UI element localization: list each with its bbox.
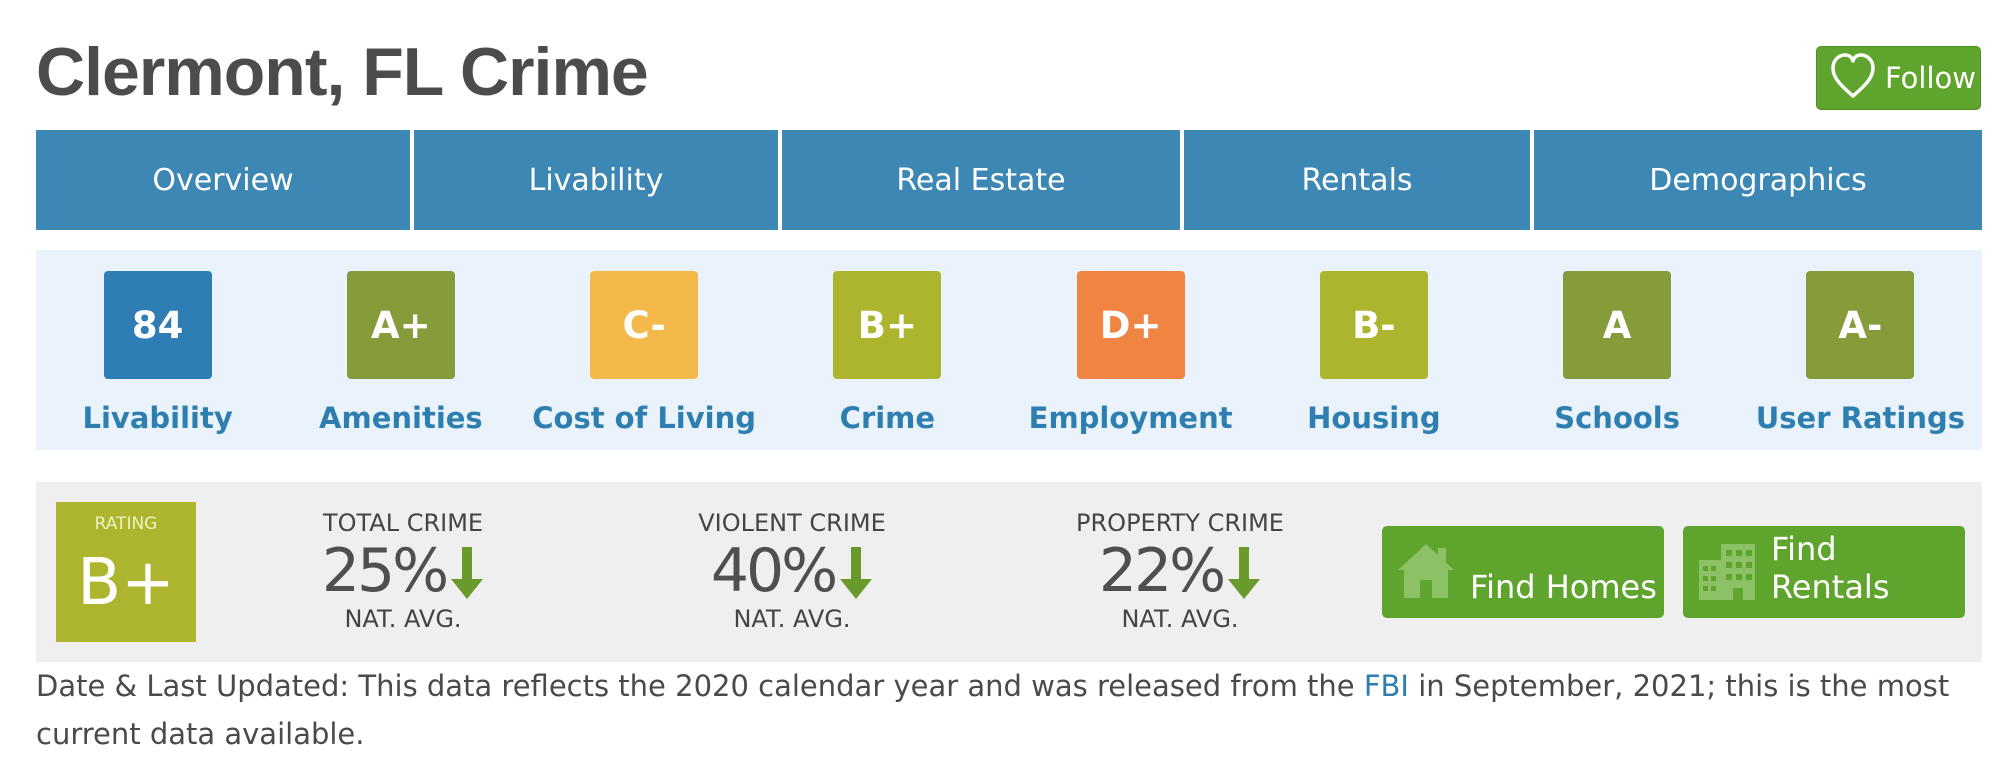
stat-subtitle: NAT. AVG. xyxy=(672,604,912,634)
stat-subtitle: NAT. AVG. xyxy=(283,604,523,634)
grade-label: User Ratings xyxy=(1756,401,1965,435)
section-tabs: Overview Livability Real Estate Rentals … xyxy=(36,130,1982,230)
find-homes-label: Find Homes xyxy=(1470,568,1657,606)
grades-strip: 84 Livability A+ Amenities C- Cost of Li… xyxy=(36,250,1982,450)
stat-title: VIOLENT CRIME xyxy=(672,508,912,538)
apartment-building-icon xyxy=(1697,540,1757,602)
stat-value: 22% xyxy=(1099,538,1223,604)
rating-caption: RATING xyxy=(56,514,196,534)
down-arrow-icon xyxy=(839,547,873,599)
grade-label: Amenities xyxy=(319,401,483,435)
find-homes-button[interactable]: Find Homes xyxy=(1382,526,1664,618)
grade-label: Livability xyxy=(83,401,233,435)
grade-badge: B- xyxy=(1320,271,1428,379)
note-text-before: Date & Last Updated: This data reflects … xyxy=(36,669,1364,703)
grade-badge: A xyxy=(1563,271,1671,379)
tab-real-estate[interactable]: Real Estate xyxy=(782,130,1180,230)
grade-badge: C- xyxy=(590,271,698,379)
grade-label: Crime xyxy=(840,401,935,435)
stat-subtitle: NAT. AVG. xyxy=(1060,604,1300,634)
property-crime-stat: PROPERTY CRIME 22% NAT. AVG. xyxy=(1060,508,1300,634)
grade-label: Employment xyxy=(1029,401,1233,435)
follow-button[interactable]: Follow xyxy=(1816,46,1981,110)
house-icon xyxy=(1396,540,1456,602)
grade-badge: D+ xyxy=(1077,271,1185,379)
grade-badge: A- xyxy=(1806,271,1914,379)
total-crime-stat: TOTAL CRIME 25% NAT. AVG. xyxy=(283,508,523,634)
down-arrow-icon xyxy=(1227,547,1261,599)
rating-value: B+ xyxy=(56,538,196,628)
grade-item-cost-of-living[interactable]: C- Cost of Living xyxy=(523,250,766,450)
stat-value: 40% xyxy=(711,538,835,604)
violent-crime-stat: VIOLENT CRIME 40% NAT. AVG. xyxy=(672,508,912,634)
grade-badge: B+ xyxy=(833,271,941,379)
page-title: Clermont, FL Crime xyxy=(36,30,648,114)
grade-label: Schools xyxy=(1554,401,1680,435)
crime-summary-panel: RATING B+ TOTAL CRIME 25% NAT. AVG. VIOL… xyxy=(36,482,1982,662)
grade-item-amenities[interactable]: A+ Amenities xyxy=(279,250,522,450)
follow-label: Follow xyxy=(1885,61,1976,95)
grade-item-housing[interactable]: B- Housing xyxy=(1252,250,1495,450)
tab-livability[interactable]: Livability xyxy=(414,130,778,230)
grade-item-employment[interactable]: D+ Employment xyxy=(1009,250,1252,450)
grade-badge: 84 xyxy=(104,271,212,379)
grade-item-user-ratings[interactable]: A- User Ratings xyxy=(1739,250,1982,450)
heart-icon xyxy=(1829,50,1877,106)
find-rentals-button[interactable]: Find Rentals xyxy=(1683,526,1965,618)
grade-label: Cost of Living xyxy=(532,401,756,435)
fbi-link[interactable]: FBI xyxy=(1364,669,1409,703)
find-rentals-label: Find Rentals xyxy=(1771,530,1965,606)
stat-title: TOTAL CRIME xyxy=(283,508,523,538)
tab-demographics[interactable]: Demographics xyxy=(1534,130,1982,230)
stat-title: PROPERTY CRIME xyxy=(1060,508,1300,538)
down-arrow-icon xyxy=(450,547,484,599)
tab-overview[interactable]: Overview xyxy=(36,130,410,230)
grade-item-livability[interactable]: 84 Livability xyxy=(36,250,279,450)
crime-rating-badge: RATING B+ xyxy=(56,502,196,642)
grade-label: Housing xyxy=(1307,401,1440,435)
grade-item-crime[interactable]: B+ Crime xyxy=(766,250,1009,450)
grade-item-schools[interactable]: A Schools xyxy=(1496,250,1739,450)
tab-rentals[interactable]: Rentals xyxy=(1184,130,1530,230)
grade-badge: A+ xyxy=(347,271,455,379)
stat-value: 25% xyxy=(322,538,446,604)
data-update-note: Date & Last Updated: This data reflects … xyxy=(36,662,1986,758)
